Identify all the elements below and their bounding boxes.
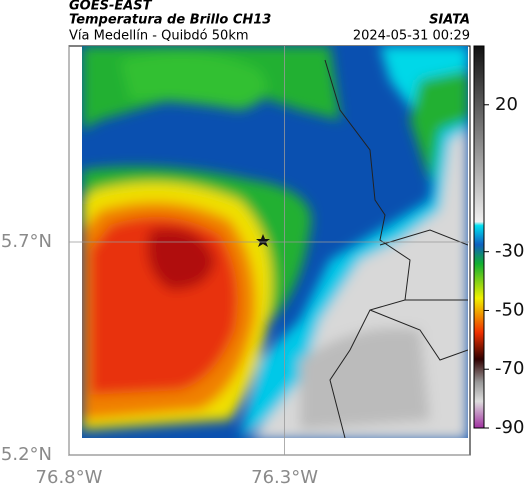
y-tick-label: 5.2°N [1, 444, 52, 465]
title: Temperatura de Brillo CH13 [69, 13, 271, 28]
subtitle: Vía Medellín - Quibdó 50km [69, 29, 249, 44]
y-tick-label: 5.7°N [1, 231, 52, 252]
colorbar-tick-label: 20 [495, 94, 518, 115]
imagery [82, 46, 468, 438]
colorbar-tick-label: -70 [495, 358, 524, 379]
colorbar-tick-label: -50 [495, 299, 524, 320]
colorbar-tick-label: -90 [495, 417, 524, 438]
org: SIATA [429, 13, 470, 28]
colorbar-tick-label: -30 [495, 241, 524, 262]
location-marker [256, 234, 270, 247]
source: GOES-EAST [69, 0, 153, 14]
x-tick-label: 76.3°W [251, 467, 318, 488]
colorbar [473, 45, 485, 429]
timestamp: 2024-05-31 00:29 [353, 29, 470, 44]
x-tick-label: 76.8°W [36, 467, 103, 488]
